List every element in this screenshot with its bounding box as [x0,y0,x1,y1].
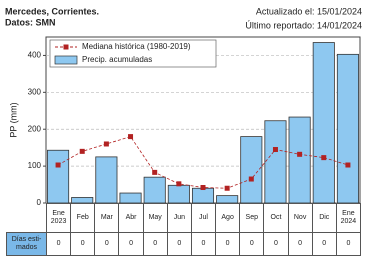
days-label: Días esti-mados [6,232,47,256]
days-cell: 0 [70,232,96,256]
category-cell: Sep [239,203,265,233]
category-cell: Feb [70,203,96,233]
last-reported-note: Último reportado: 14/01/2024 [245,20,362,30]
bar [143,176,166,204]
category-cell: Ago [215,203,241,233]
days-cell: 0 [166,232,192,256]
median-marker [224,185,230,191]
days-cell: 0 [287,232,313,256]
updated-note: Actualizado el: 15/01/2024 [256,6,362,16]
legend-marker [63,44,69,50]
median-marker [297,151,303,157]
bar [47,149,70,204]
days-cell: 0 [215,232,241,256]
days-cell: 0 [335,232,361,256]
category-cell: Ene 2024 [335,203,361,233]
category-cell: Mar [94,203,120,233]
legend-box [49,39,217,68]
bar [167,184,190,204]
category-cell: Ene 2023 [46,203,72,233]
category-cell: Jul [190,203,217,233]
bar [95,156,118,204]
median-marker [152,169,158,175]
chart-subtitle: Datos: SMN [5,17,56,27]
median-marker [321,155,327,161]
y-tick-label: 0 [37,198,42,207]
bar [119,192,142,204]
y-tick-label: 300 [28,87,42,96]
legend-label: Mediana histórica (1980-2019) [82,42,191,51]
bar [288,116,311,204]
category-cell: Oct [263,203,289,233]
bar [71,197,94,204]
median-marker [200,185,206,191]
median-marker [128,134,134,140]
bar [240,136,263,204]
median-marker [176,181,182,187]
median-marker [79,148,85,154]
days-cell: 0 [142,232,168,256]
days-cell: 0 [46,232,72,256]
days-cell: 0 [118,232,144,256]
days-cell: 0 [190,232,217,256]
category-cell: Nov [287,203,313,233]
category-cell: Abr [118,203,144,233]
category-cell: Dic [311,203,337,233]
median-marker [345,162,351,168]
chart-title: Mercedes, Corrientes. [5,6,99,16]
category-cell: May [142,203,168,233]
y-tick-label: 200 [28,124,42,133]
days-cell: 0 [239,232,265,256]
days-cell: 0 [311,232,337,256]
median-marker [272,147,278,153]
bar [191,187,215,204]
median-marker [248,176,254,182]
bar [312,42,335,204]
bar [336,53,359,204]
y-tick-label: 100 [28,161,42,170]
y-axis-label: PP (mm) [8,102,18,137]
category-cell: Jun [166,203,192,233]
bar [216,195,239,204]
days-cell: 0 [263,232,289,256]
median-marker [55,162,61,168]
bar [264,120,287,204]
legend-label: Precip. acumuladas [82,55,152,64]
days-cell: 0 [94,232,120,256]
y-tick-label: 400 [28,51,42,60]
median-marker [103,141,109,147]
legend-swatch [54,55,78,65]
